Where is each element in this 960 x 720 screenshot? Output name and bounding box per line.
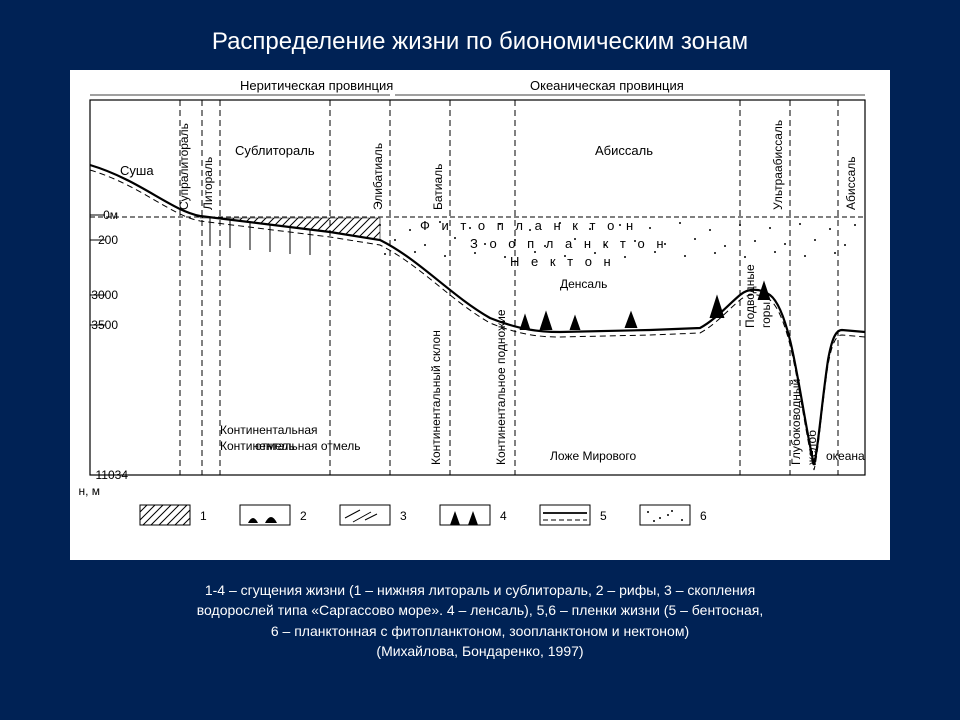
zone-susha: Суша [120,163,154,178]
layer-densal: Денсаль [560,277,607,291]
trench-label2: желоб [805,430,819,465]
svg-text:н, м: н, м [78,484,100,498]
trench-label1: Глубоководный [789,379,803,465]
zone-elibathyal: Элибатиаль [371,143,385,210]
ocean-profile-svg: Неритическая провинция Океаническая пров… [70,70,890,560]
zone-abyssal2: Абиссаль [844,156,858,210]
layer-phyto: Ф и т о п л а н к т о н [420,218,637,233]
page-title: Распределение жизни по биономическим зон… [0,0,960,70]
bottom-slope: Континентальный склон [429,330,443,465]
zone-ultraabyssal: Ультраабиссаль [771,120,785,210]
svg-text:6: 6 [700,509,707,523]
svg-text:2: 2 [300,509,307,523]
bottom-shelf-2: отмель [255,439,295,453]
svg-text:1: 1 [200,509,207,523]
province-oceanic: Океаническая провинция [530,78,684,93]
diagram-figure: Неритическая провинция Океаническая пров… [70,70,890,560]
svg-text:0м: 0м [103,208,118,222]
zone-littoral: Литораль [201,157,215,210]
seamount-label1: Подводные [743,264,757,328]
bottom-shelf-1: Континентальная [220,423,318,437]
province-neritic: Неритическая провинция [240,78,393,93]
zone-sublittoral: Сублитораль [235,143,315,158]
depth-axis: 0м 200 3000 3500 11034 н, м [78,208,128,498]
svg-text:11034: 11034 [96,468,129,482]
svg-text:5: 5 [600,509,607,523]
bottom-bed1: Ложе Мирового [550,449,637,463]
legend: 1 2 3 4 5 6 [140,505,707,525]
zone-supralittoral: Супралитораль [177,123,191,210]
figure-caption: 1-4 – сгущения жизни (1 – нижняя литорал… [0,560,960,661]
svg-text:3: 3 [400,509,407,523]
layer-zoo: З о о п л а н к т о н [470,236,668,251]
zone-abyssal: Абиссаль [595,143,653,158]
bottom-rise: Континентальное подножие [494,309,508,465]
seamount-label2: горы [759,302,773,328]
layer-nekton: Н е к т о н [510,254,615,269]
bottom-bed2: океана [826,449,865,463]
svg-text:4: 4 [500,509,507,523]
zone-bathyal: Батиаль [431,164,445,210]
